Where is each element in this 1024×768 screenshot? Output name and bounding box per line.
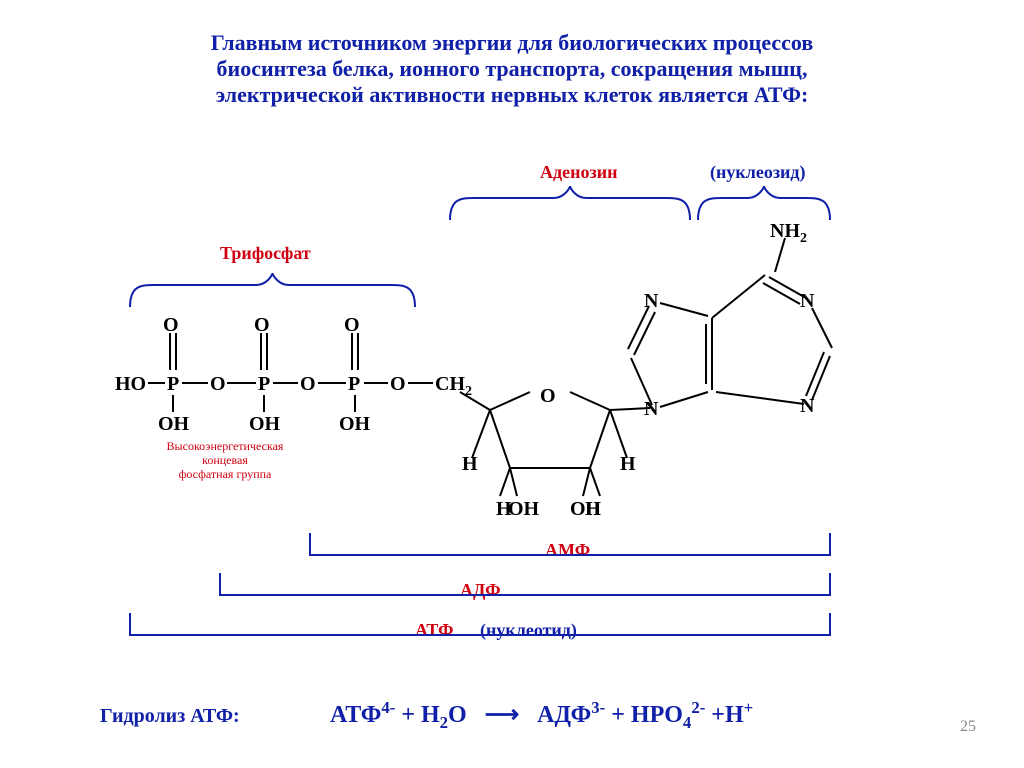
atom-N3: N — [800, 290, 814, 313]
atom-OH1: OH — [158, 413, 189, 436]
atom-P3: P — [348, 373, 360, 396]
atom-NH2: NH2 — [770, 220, 807, 243]
label-triphosphate: Трифосфат — [220, 243, 311, 264]
label-nucleotide: (нуклеотид) — [480, 620, 577, 641]
he-line-3: фосфатная группа — [179, 467, 272, 481]
page-number: 25 — [960, 718, 976, 736]
diagram-svg — [0, 0, 1024, 768]
atom-CH2: CH2 — [435, 373, 472, 396]
atom-OH2: OH — [249, 413, 280, 436]
atom-N1: N — [644, 398, 658, 421]
atom-HO: HO — [115, 373, 146, 396]
atom-P2: P — [258, 373, 270, 396]
atom-N2: N — [644, 290, 658, 313]
label-nucleoside: (нуклеозид) — [710, 162, 806, 183]
he-line-1: Высокоэнергетическая — [167, 439, 284, 453]
atom-OH3: OH — [339, 413, 370, 436]
title-line-2: биосинтеза белка, ионного транспорта, со… — [217, 56, 808, 81]
label-hydrolysis: Гидролиз АТФ: — [100, 705, 240, 728]
atom-OH4: OH — [508, 498, 539, 521]
label-adp: АДФ — [460, 580, 501, 601]
page-title: Главным источником энергии для биологиче… — [47, 30, 977, 108]
title-line-1: Главным источником энергии для биологиче… — [211, 30, 814, 55]
atom-O3c: O — [390, 373, 406, 396]
atom-O1u: O — [163, 314, 179, 337]
he-line-2: концевая — [202, 453, 248, 467]
label-amp: АМФ — [545, 540, 590, 561]
label-adenosine: Аденозин — [540, 162, 617, 183]
atom-O12: O — [210, 373, 226, 396]
atom-H2: H — [620, 453, 636, 476]
label-high-energy: Высокоэнергетическая концевая фосфатная … — [145, 440, 305, 481]
atom-P1: P — [167, 373, 179, 396]
atom-O23: O — [300, 373, 316, 396]
title-line-3: электрической активности нервных клеток … — [216, 82, 809, 107]
hydrolysis-equation: АТФ4- + H2O ⟶ АДФ3- + HPO42- +H+ — [330, 700, 753, 729]
atom-Orib: O — [540, 385, 556, 408]
atom-H1: H — [462, 453, 478, 476]
atom-O2u: O — [254, 314, 270, 337]
label-atp: АТФ — [415, 620, 454, 641]
atom-N4: N — [800, 395, 814, 418]
atom-O3u: O — [344, 314, 360, 337]
atom-OH5: OH — [570, 498, 601, 521]
